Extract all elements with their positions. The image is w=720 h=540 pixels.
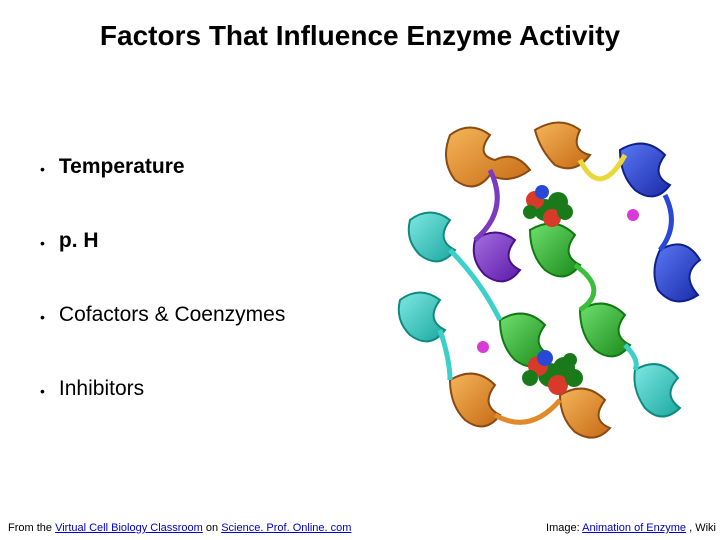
list-item-label: Temperature	[59, 155, 185, 179]
list-item: • Inhibitors	[40, 377, 380, 405]
list-item: • Temperature	[40, 155, 380, 183]
page-title: Factors That Influence Enzyme Activity	[0, 20, 720, 52]
footer-text: , Wiki	[689, 522, 716, 534]
enzyme-illustration	[380, 100, 710, 460]
footer-link-site[interactable]: Science. Prof. Online. com	[221, 522, 351, 534]
footer-left: From the Virtual Cell Biology Classroom …	[8, 522, 351, 534]
substrate-cluster-top	[523, 185, 573, 227]
bullet-icon: •	[40, 377, 45, 405]
footer-link-classroom[interactable]: Virtual Cell Biology Classroom	[55, 522, 203, 534]
footer-text: From the	[8, 522, 55, 534]
list-item: • Cofactors & Coenzymes	[40, 303, 380, 331]
list-item-label: p. H	[59, 229, 99, 253]
list-item-label: Inhibitors	[59, 377, 144, 401]
list-item: • p. H	[40, 229, 380, 257]
footer-link-image[interactable]: Animation of Enzyme	[582, 522, 686, 534]
bullet-list: • Temperature • p. H • Cofactors & Coenz…	[40, 155, 380, 451]
footer-text: on	[206, 522, 221, 534]
bullet-icon: •	[40, 229, 45, 257]
bullet-icon: •	[40, 303, 45, 331]
footer-text: Image:	[546, 522, 582, 534]
footer-right: Image: Animation of Enzyme , Wiki	[546, 522, 716, 534]
list-item-label: Cofactors & Coenzymes	[59, 303, 285, 327]
bullet-icon: •	[40, 155, 45, 183]
